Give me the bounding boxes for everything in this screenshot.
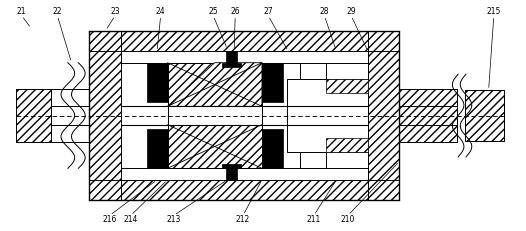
Bar bbox=[262, 129, 283, 168]
Polygon shape bbox=[167, 63, 262, 106]
Text: 214: 214 bbox=[124, 216, 138, 225]
Bar bbox=[368, 30, 399, 201]
Text: 28: 28 bbox=[320, 6, 329, 15]
Bar bbox=[89, 30, 399, 51]
Text: 26: 26 bbox=[230, 6, 240, 15]
Bar bbox=[89, 180, 399, 201]
Polygon shape bbox=[167, 125, 262, 168]
Text: 216: 216 bbox=[103, 216, 117, 225]
Text: 27: 27 bbox=[264, 6, 273, 15]
Bar bbox=[89, 30, 122, 201]
Bar bbox=[147, 63, 167, 102]
Bar bbox=[147, 129, 167, 168]
Text: 21: 21 bbox=[17, 6, 26, 15]
Bar bbox=[287, 79, 368, 152]
Text: 210: 210 bbox=[341, 216, 355, 225]
Bar bbox=[262, 63, 283, 102]
Bar bbox=[16, 89, 50, 142]
Text: 23: 23 bbox=[110, 6, 120, 15]
Bar bbox=[222, 63, 241, 67]
Text: 25: 25 bbox=[208, 6, 218, 15]
Text: 213: 213 bbox=[167, 216, 181, 225]
Bar bbox=[326, 79, 368, 93]
Bar bbox=[326, 138, 368, 152]
Text: 211: 211 bbox=[307, 216, 321, 225]
Bar bbox=[226, 168, 237, 180]
Bar bbox=[465, 90, 504, 141]
Polygon shape bbox=[167, 63, 262, 106]
Text: 22: 22 bbox=[53, 6, 62, 15]
Polygon shape bbox=[167, 63, 262, 106]
Text: 215: 215 bbox=[487, 6, 501, 15]
Bar bbox=[122, 51, 368, 180]
Text: 212: 212 bbox=[236, 216, 250, 225]
Bar bbox=[222, 164, 241, 168]
Bar bbox=[226, 51, 237, 63]
Bar bbox=[399, 89, 457, 142]
Text: 29: 29 bbox=[346, 6, 356, 15]
Text: 24: 24 bbox=[156, 6, 166, 15]
